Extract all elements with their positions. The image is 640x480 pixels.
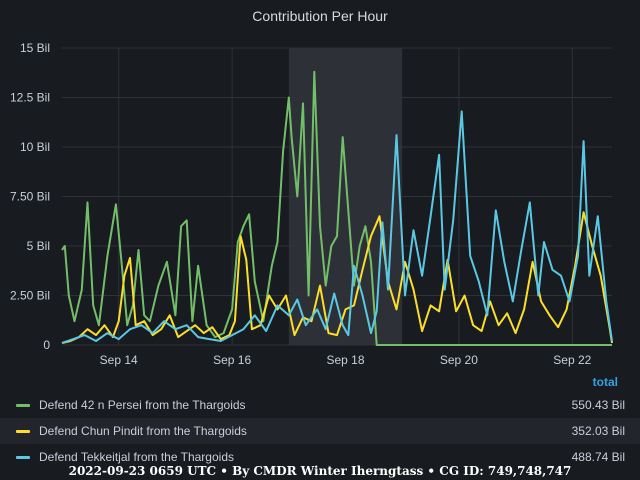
x-tick-label: Sep 20 — [440, 353, 478, 367]
legend-row-42-n-persei[interactable]: Defend 42 n Persei from the Thargoids 55… — [0, 392, 640, 418]
series-line-2 — [61, 110, 613, 344]
y-tick-label: 2.50 Bil — [10, 289, 50, 303]
legend-total-header[interactable]: total — [592, 375, 618, 389]
series-color-swatch — [16, 430, 30, 433]
y-tick-label: 10 Bil — [20, 140, 50, 154]
legend-table: total Defend 42 n Persei from the Thargo… — [0, 372, 640, 470]
x-tick-label: Sep 22 — [553, 353, 591, 367]
y-tick-label: 15 Bil — [20, 41, 50, 55]
series-line-0 — [61, 70, 612, 346]
chart-title: Contribution Per Hour — [252, 8, 388, 24]
legend-series-total: 550.43 Bil — [571, 398, 625, 412]
y-tick-label: 12.5 Bil — [10, 91, 50, 105]
x-tick-label: Sep 14 — [100, 353, 138, 367]
series-color-swatch — [16, 456, 30, 459]
series-line-1 — [61, 211, 613, 344]
legend-series-name: Defend Tekkeitjal from the Thargoids — [39, 450, 234, 464]
y-tick-label: 7.50 Bil — [10, 190, 50, 204]
series-color-swatch — [16, 404, 30, 407]
legend-series-name: Defend Chun Pindit from the Thargoids — [39, 424, 247, 438]
footer-caption: 2022-09-23 0659 UTC • By CMDR Winter Ihe… — [68, 464, 572, 478]
legend-series-total: 352.03 Bil — [571, 424, 625, 438]
legend-series-name: Defend 42 n Persei from the Thargoids — [39, 398, 246, 412]
legend-row-tekkeitjal[interactable]: Defend Tekkeitjal from the Thargoids 488… — [0, 444, 640, 470]
legend-row-chun-pindit[interactable]: Defend Chun Pindit from the Thargoids 35… — [0, 418, 640, 444]
y-tick-label: 0 — [43, 338, 50, 352]
x-tick-label: Sep 16 — [213, 353, 251, 367]
y-tick-label: 5 Bil — [27, 239, 50, 253]
x-tick-label: Sep 18 — [326, 353, 364, 367]
line-chart: Contribution Per Hour 0 2.50 Bil 5 Bil 7.50… — [10, 8, 613, 367]
legend-series-total: 488.74 Bil — [571, 450, 625, 464]
